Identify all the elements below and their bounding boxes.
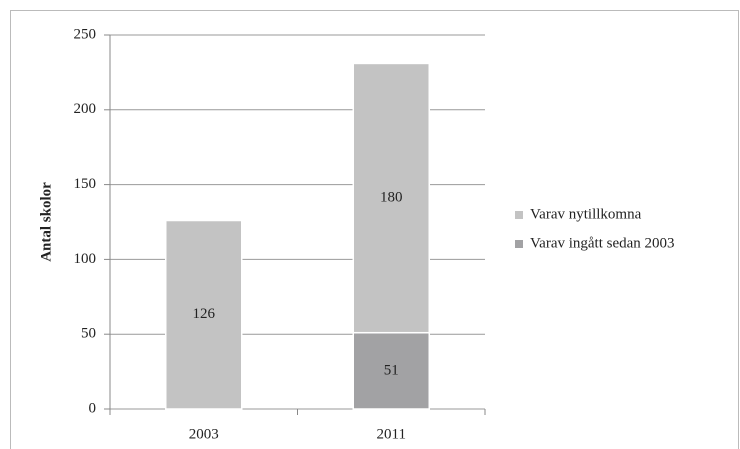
legend-swatch <box>515 211 523 219</box>
y-tick-label: 150 <box>74 176 97 192</box>
x-tick-label: 2003 <box>189 426 219 442</box>
legend-label: Varav nytillkomna <box>530 206 642 222</box>
bar-segment <box>352 62 430 334</box>
y-axis-label: Antal skolor <box>38 182 54 262</box>
legend-swatch <box>515 240 523 248</box>
y-tick-label: 0 <box>89 400 97 416</box>
bar-segment <box>352 331 430 410</box>
bar-segment <box>165 219 243 410</box>
y-tick-label: 50 <box>81 326 96 342</box>
data-label: 51 <box>384 362 399 378</box>
data-label: 126 <box>193 306 216 322</box>
y-tick-label: 100 <box>74 251 97 267</box>
data-label: 180 <box>380 190 403 206</box>
legend-label: Varav ingått sedan 2003 <box>530 235 675 251</box>
y-tick-label: 200 <box>74 101 97 117</box>
x-tick-label: 2011 <box>377 426 406 442</box>
y-tick-label: 250 <box>74 26 97 42</box>
